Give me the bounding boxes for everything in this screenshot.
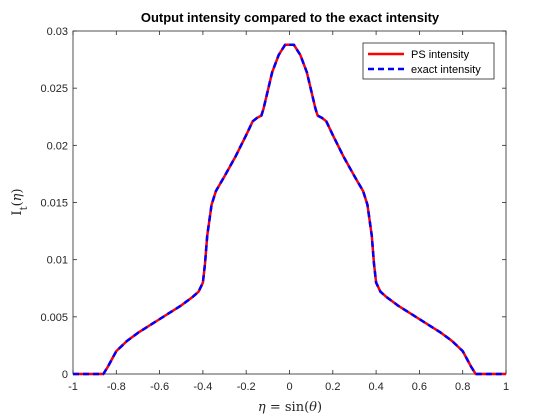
legend: PS intensity exact intensity — [362, 42, 495, 80]
legend-label-exact: exact intensity — [411, 64, 481, 76]
y-tick-label: 0.025 — [40, 83, 68, 95]
x-tick-label: 0.2 — [325, 381, 340, 393]
x-label-theta: θ — [309, 400, 317, 415]
x-label-eta: η — [258, 400, 266, 415]
x-tick-label: 0.6 — [412, 381, 427, 393]
y-tick-label: 0.03 — [47, 26, 68, 38]
x-tick-label: -0.2 — [237, 381, 256, 393]
y-label-eta: η — [10, 193, 25, 201]
y-label-i: I — [10, 210, 25, 215]
y-tick-label: 0.01 — [47, 255, 68, 267]
x-tick-label: 1 — [503, 381, 509, 393]
y-axis-label: It(η) — [10, 188, 30, 215]
legend-box — [362, 42, 495, 80]
y-label-close: ) — [10, 188, 25, 193]
x-label-close: ) — [317, 400, 322, 415]
y-tick-label: 0.015 — [40, 198, 68, 210]
x-tick-label: 0 — [286, 381, 292, 393]
x-tick-label: 0.8 — [455, 381, 470, 393]
y-label-open: ( — [10, 201, 25, 206]
series-layer — [73, 43, 506, 376]
x-tick-label: -0.8 — [107, 381, 126, 393]
x-tick-label: -0.6 — [150, 381, 169, 393]
x-axis-label: η = sin(θ) — [258, 400, 322, 415]
series-line-exact-intensity — [73, 43, 506, 376]
chart-title: Output intensity compared to the exact i… — [141, 10, 440, 25]
x-tick-label: 0.4 — [368, 381, 383, 393]
x-tick-label: -1 — [68, 381, 78, 393]
axis-ticks: -1 -0.8 -0.6 -0.4 -0.2 0 0.2 0.4 0.6 0.8 1 0 0.005 0.… — [40, 26, 509, 393]
x-label-sin: = sin( — [266, 400, 309, 415]
legend-label-ps: PS intensity — [411, 49, 470, 61]
y-tick-label: 0.005 — [40, 312, 68, 324]
plot-area — [72, 30, 507, 375]
y-tick-label: 0.02 — [47, 140, 68, 152]
x-tick-label: -0.4 — [193, 381, 212, 393]
y-tick-label: 0 — [62, 369, 68, 381]
y-label-sub: t — [19, 206, 30, 210]
